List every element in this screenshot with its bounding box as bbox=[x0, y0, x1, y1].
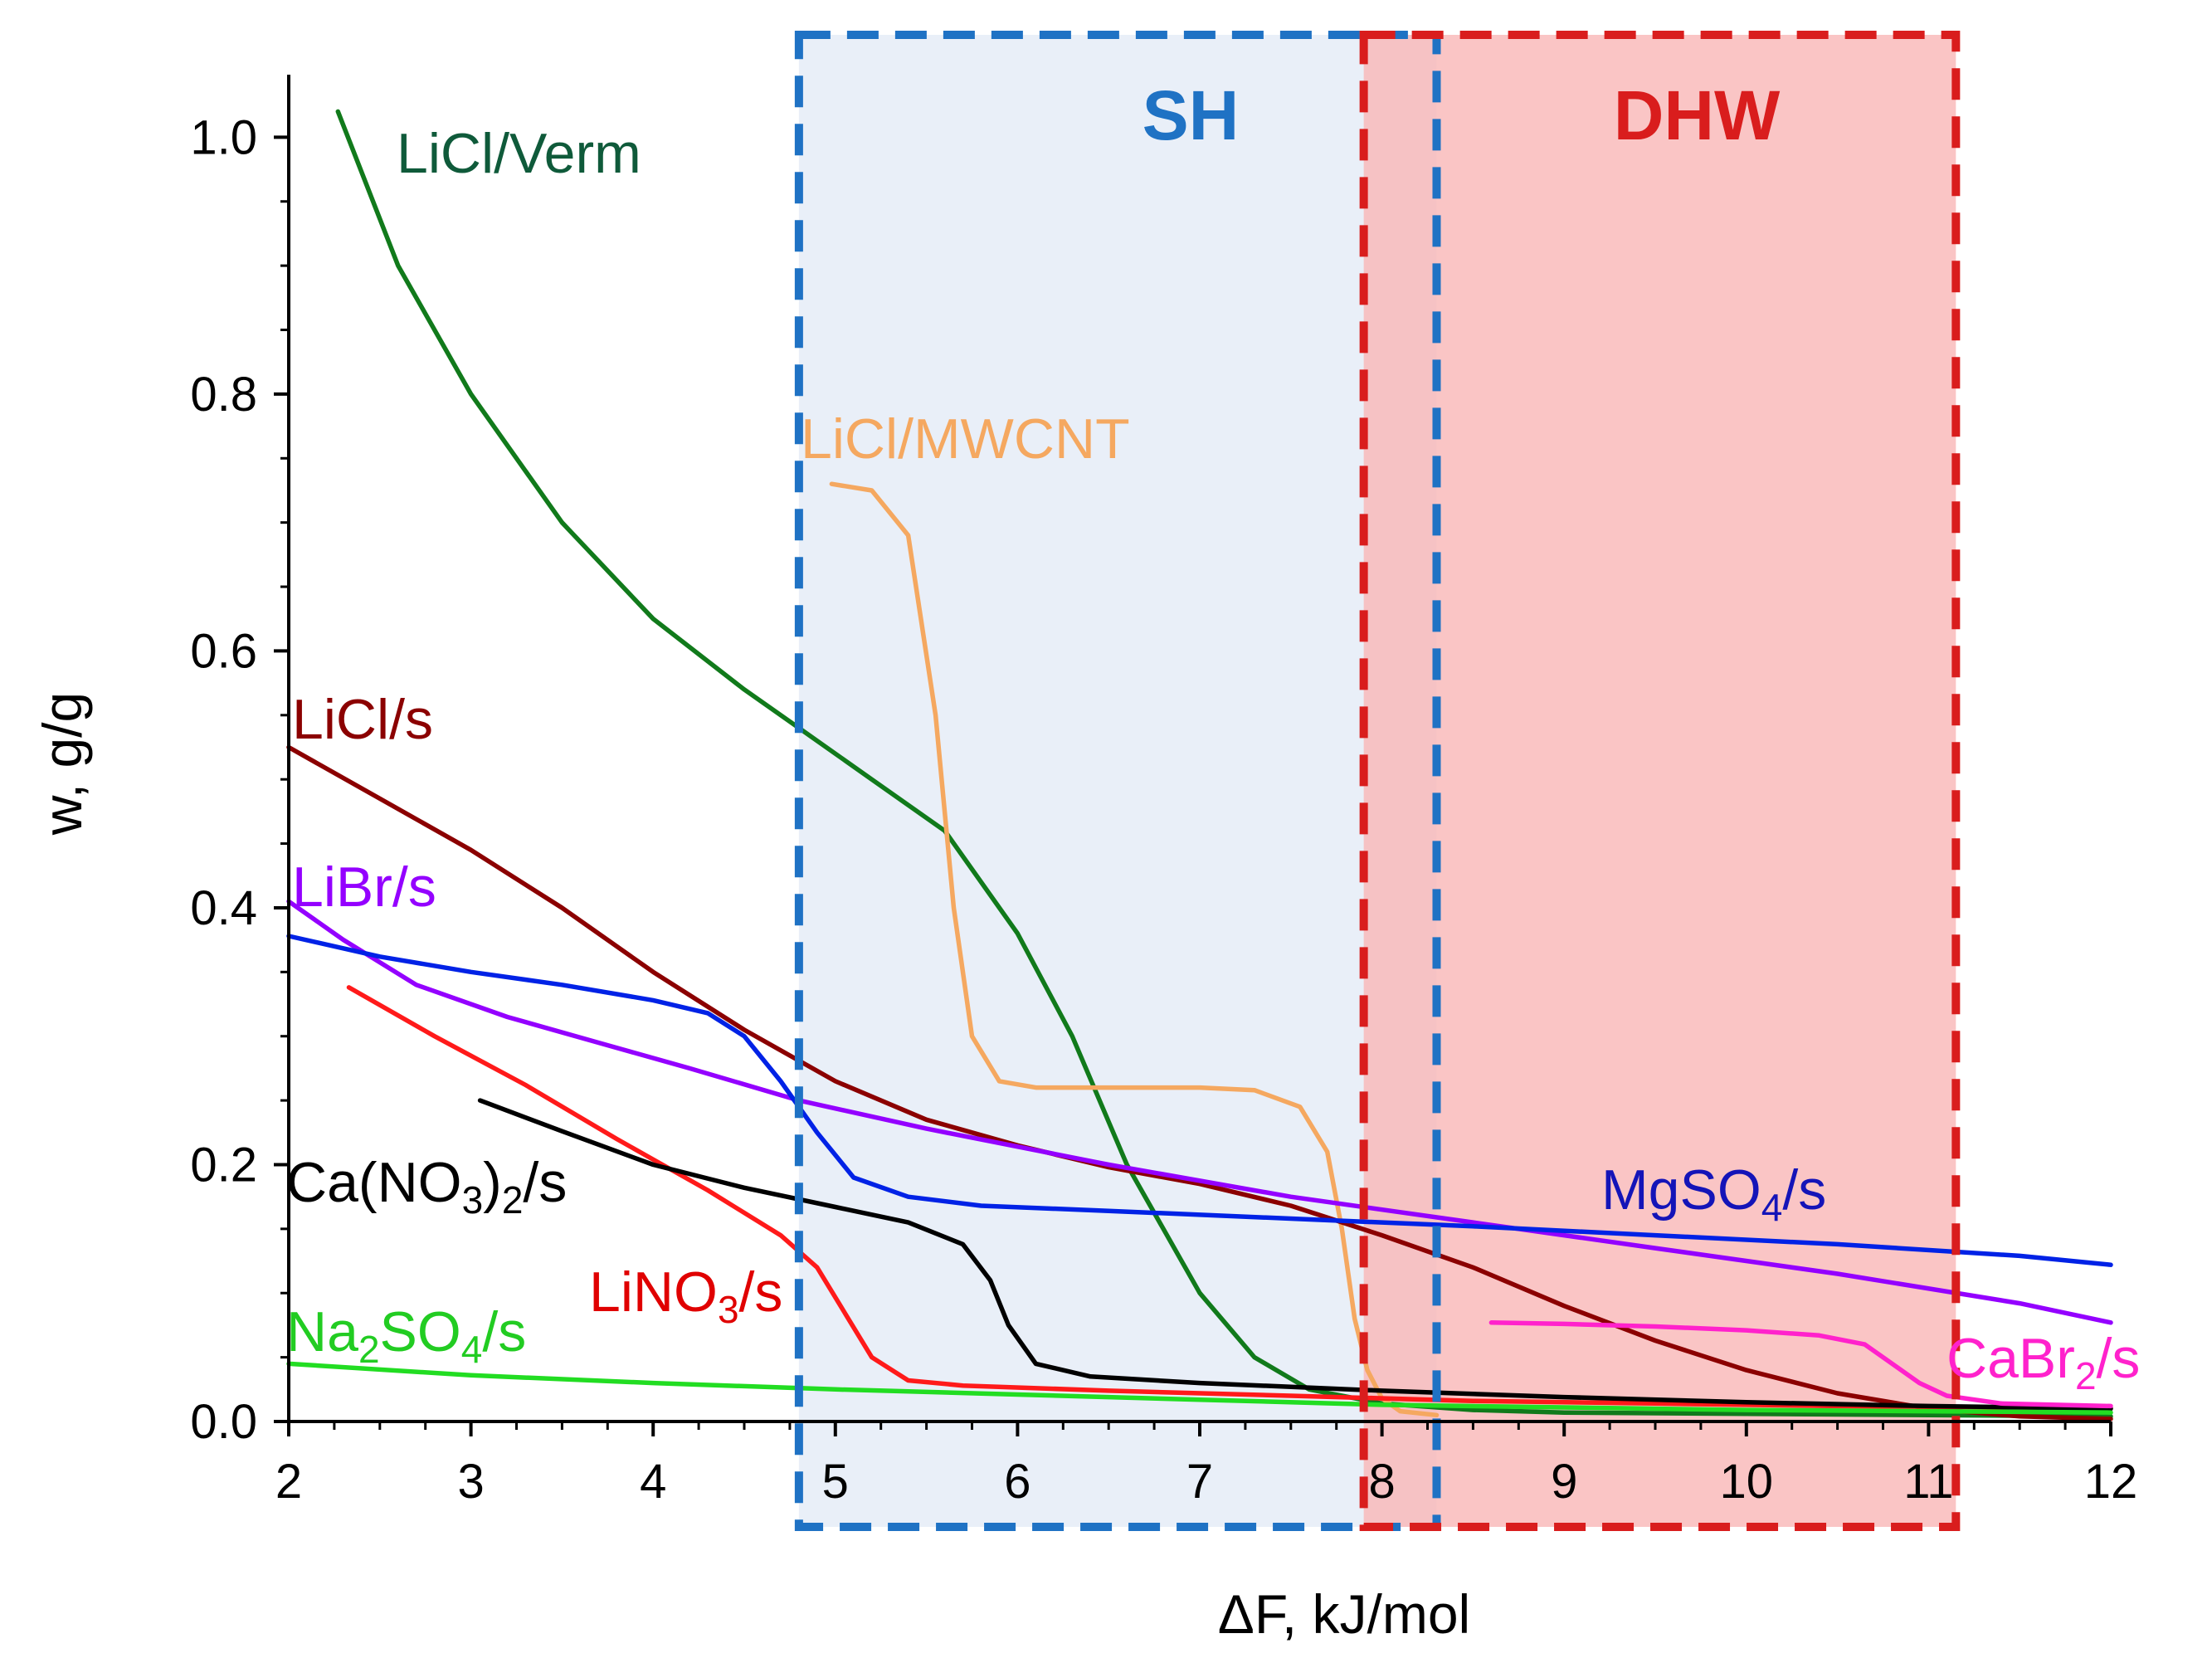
series-label-ca-no3-2-s: Ca(NO3)2/s bbox=[286, 1151, 567, 1222]
x-tick-label-5: 5 bbox=[822, 1455, 849, 1509]
series-line-licl-verm bbox=[335, 109, 2113, 1419]
x-tick-label-8: 8 bbox=[1368, 1455, 1395, 1509]
series-lines bbox=[286, 109, 2113, 1421]
y-tick-label-0.4: 0.4 bbox=[190, 881, 257, 935]
tick-marks: 2 3 4 5 6 7 8 9 10 11 12 0.0 0.2 0.4 0.6 0.8 1.0 bbox=[190, 110, 2137, 1509]
region-dhw-border bbox=[1359, 31, 1961, 1531]
series-line-lino3-s bbox=[346, 985, 2113, 1412]
series-label-licl-verm: LiCl/Verm bbox=[397, 122, 641, 185]
x-tick-label-12: 12 bbox=[2084, 1455, 2138, 1509]
y-tick-label-0.8: 0.8 bbox=[190, 368, 257, 422]
y-tick-label-0.6: 0.6 bbox=[190, 624, 257, 678]
series-label-licl-s: LiCl/s bbox=[292, 688, 433, 751]
x-tick-label-3: 3 bbox=[457, 1455, 484, 1509]
y-tick-label-0.0: 0.0 bbox=[190, 1395, 257, 1449]
x-tick-label-9: 9 bbox=[1551, 1455, 1577, 1509]
y-tick-label-0.2: 0.2 bbox=[190, 1138, 257, 1192]
x-axis-title: ΔF, kJ/mol bbox=[1218, 1583, 1470, 1645]
x-tick-label-4: 4 bbox=[640, 1455, 666, 1509]
region-sh-border bbox=[794, 31, 1441, 1531]
region-borders: SH DHW bbox=[794, 31, 1961, 1531]
series-line-licl-s bbox=[286, 744, 2113, 1421]
region-dhw-label: DHW bbox=[1614, 76, 1781, 154]
x-tick-label-7: 7 bbox=[1186, 1455, 1213, 1509]
series-line-libr-s bbox=[286, 899, 2113, 1325]
x-tick-label-11: 11 bbox=[1903, 1455, 1953, 1509]
series-label-mgso4-s: MgSO4/s bbox=[1601, 1158, 1826, 1229]
series-line-licl-mwcnt bbox=[829, 481, 1440, 1418]
series-line-cabr2-s bbox=[1488, 1320, 2113, 1409]
series-line-mgso4-s bbox=[286, 934, 2113, 1267]
series-label-cabr2-s: CaBr2/s bbox=[1946, 1327, 2140, 1397]
series-labels: LiCl/Verm LiCl/MWCNT LiCl/s LiBr/s MgSO4/s Li… bbox=[286, 122, 2140, 1397]
y-axis-title: w, g/g bbox=[32, 692, 93, 836]
region-dhw-fill bbox=[1363, 35, 1956, 1527]
series-label-libr-s: LiBr/s bbox=[292, 856, 436, 919]
series-line-ca-no3-2-s bbox=[477, 1098, 2113, 1412]
y-tick-label-1.0: 1.0 bbox=[190, 110, 257, 164]
series-label-licl-mwcnt: LiCl/MWCNT bbox=[801, 407, 1130, 471]
x-tick-label-6: 6 bbox=[1004, 1455, 1030, 1509]
series-label-na2so4-s: Na2SO4/s bbox=[286, 1300, 526, 1371]
x-tick-label-2: 2 bbox=[275, 1455, 302, 1509]
series-line-na2so4-s bbox=[286, 1361, 2113, 1415]
region-sh-fill bbox=[798, 35, 1437, 1527]
series-label-lino3-s: LiNO3/s bbox=[589, 1261, 782, 1331]
shaded-regions bbox=[798, 35, 1956, 1527]
region-sh-label: SH bbox=[1143, 76, 1240, 154]
x-tick-label-10: 10 bbox=[1720, 1455, 1774, 1509]
